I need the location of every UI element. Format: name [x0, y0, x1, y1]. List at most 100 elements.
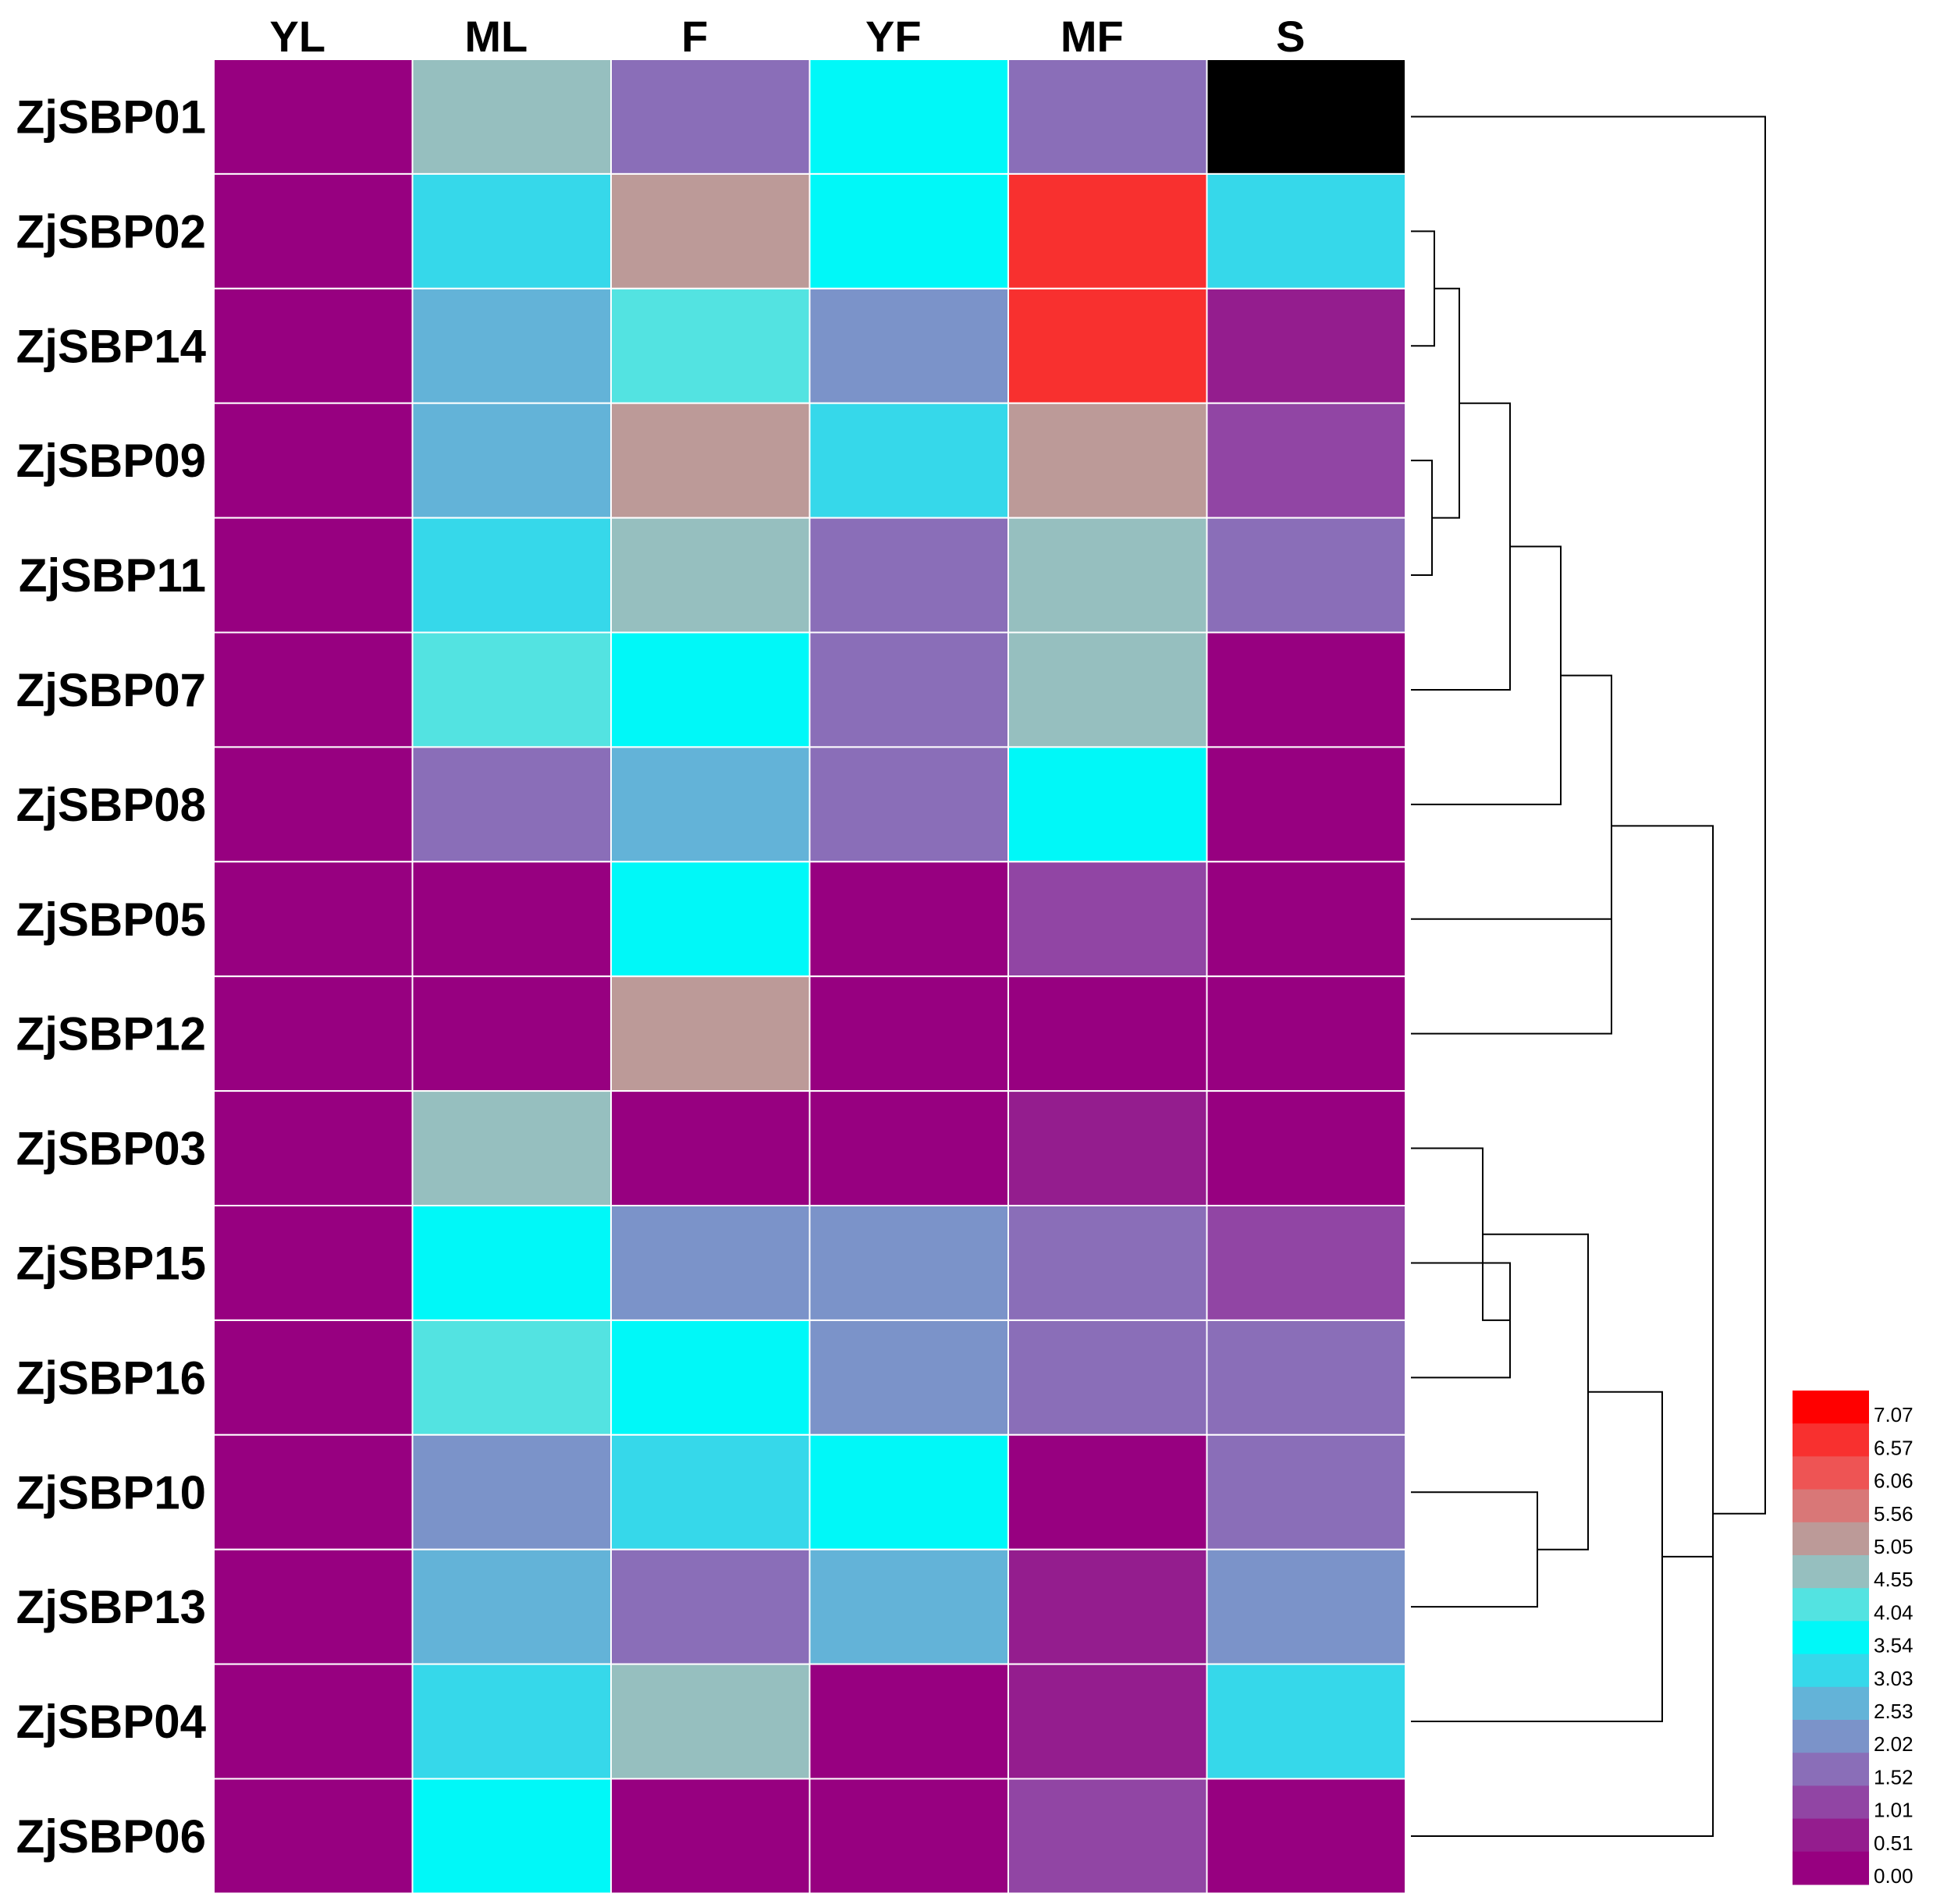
heatmap-cell-ZjSBP06-MF: [1007, 1778, 1208, 1895]
heatmap-cell-ZjSBP04-ML: [411, 1663, 612, 1780]
dendrogram-branch: [1611, 825, 1714, 1558]
heatmap-cell-ZjSBP11-YF: [808, 517, 1009, 634]
row-label: ZjSBP06: [16, 1810, 206, 1863]
dendrogram-branch: [1411, 545, 1562, 805]
column-label: F: [681, 12, 708, 61]
row-label: ZjSBP01: [16, 91, 206, 143]
legend-swatch: [1793, 1423, 1869, 1457]
legend-label: 0.51: [1874, 1831, 1913, 1855]
heatmap-cell-ZjSBP12-YL: [213, 975, 414, 1092]
heatmap-cell-ZjSBP12-S: [1206, 975, 1406, 1092]
legend-swatch: [1793, 1522, 1869, 1556]
row-dendrogram: [1411, 115, 1766, 1837]
heatmap-cell-ZjSBP02-F: [610, 172, 811, 290]
heatmap-cell-ZjSBP03-YF: [808, 1090, 1009, 1206]
row-label: ZjSBP13: [16, 1581, 206, 1633]
legend-label: 1.01: [1874, 1799, 1913, 1822]
heatmap-cell-ZjSBP09-F: [610, 402, 811, 519]
row-label: ZjSBP03: [16, 1123, 206, 1175]
heatmap-cell-ZjSBP10-YF: [808, 1433, 1009, 1551]
legend-swatch: [1793, 1555, 1869, 1589]
heatmap-cell-ZjSBP01-YL: [213, 59, 414, 175]
row-label: ZjSBP16: [16, 1352, 206, 1404]
heatmap-cells: [213, 59, 1406, 1895]
heatmap-cell-ZjSBP04-F: [610, 1663, 811, 1780]
heatmap-cell-ZjSBP01-YF: [808, 59, 1009, 175]
row-label: ZjSBP08: [16, 779, 206, 831]
column-label: ML: [464, 12, 528, 61]
heatmap-cell-ZjSBP03-MF: [1007, 1090, 1208, 1206]
heatmap-cell-ZjSBP14-MF: [1007, 287, 1208, 404]
heatmap-cell-ZjSBP14-ML: [411, 287, 612, 404]
heatmap-cell-ZjSBP12-ML: [411, 975, 612, 1092]
heatmap-cell-ZjSBP01-S: [1206, 59, 1406, 175]
heatmap-cell-ZjSBP16-YL: [213, 1319, 414, 1436]
legend-swatch: [1793, 1686, 1869, 1721]
heatmap-cell-ZjSBP11-YL: [213, 517, 414, 634]
legend-swatch: [1793, 1753, 1869, 1786]
dendrogram-branch: [1411, 115, 1766, 1515]
heatmap-cell-ZjSBP16-MF: [1007, 1319, 1208, 1436]
row-label: ZjSBP11: [19, 549, 206, 602]
legend-label: 1.52: [1874, 1765, 1913, 1789]
heatmap-cell-ZjSBP10-ML: [411, 1433, 612, 1551]
heatmap-cell-ZjSBP06-ML: [411, 1778, 612, 1895]
heatmap-cell-ZjSBP15-MF: [1007, 1205, 1208, 1321]
row-label: ZjSBP02: [16, 205, 206, 258]
heatmap-cell-ZjSBP09-S: [1206, 402, 1406, 519]
heatmap-cell-ZjSBP13-MF: [1007, 1548, 1208, 1665]
heatmap-cell-ZjSBP14-YF: [808, 287, 1009, 404]
heatmap-cell-ZjSBP01-ML: [411, 59, 612, 175]
dendrogram-branch: [1411, 460, 1433, 577]
row-label: ZjSBP07: [16, 664, 206, 716]
heatmap-cell-ZjSBP10-YL: [213, 1433, 414, 1551]
heatmap-cell-ZjSBP13-S: [1206, 1548, 1406, 1665]
heatmap-cell-ZjSBP06-S: [1206, 1778, 1406, 1895]
heatmap-cell-ZjSBP09-MF: [1007, 402, 1208, 519]
heatmap-cell-ZjSBP03-ML: [411, 1090, 612, 1206]
heatmap-cell-ZjSBP12-MF: [1007, 975, 1208, 1092]
column-label: YF: [865, 12, 922, 61]
heatmap-cell-ZjSBP05-MF: [1007, 861, 1208, 978]
legend-label: 4.55: [1874, 1568, 1913, 1591]
heatmap-cell-ZjSBP08-S: [1206, 746, 1406, 863]
heatmap-cell-ZjSBP03-F: [610, 1090, 811, 1206]
heatmap-cell-ZjSBP06-YF: [808, 1778, 1009, 1895]
heatmap-cell-ZjSBP02-YL: [213, 172, 414, 290]
heatmap-cell-ZjSBP02-ML: [411, 172, 612, 290]
heatmap-cell-ZjSBP16-ML: [411, 1319, 612, 1436]
heatmap-cell-ZjSBP05-F: [610, 861, 811, 978]
dendrogram-branch: [1411, 402, 1511, 691]
heatmap-cell-ZjSBP13-F: [610, 1548, 811, 1665]
legend-swatch: [1793, 1851, 1869, 1885]
row-label: ZjSBP14: [16, 320, 207, 372]
heatmap-cell-ZjSBP04-MF: [1007, 1663, 1208, 1780]
heatmap-cell-ZjSBP15-YF: [808, 1205, 1009, 1321]
heatmap-cell-ZjSBP07-S: [1206, 631, 1406, 748]
heatmap-cell-ZjSBP01-MF: [1007, 59, 1208, 175]
legend-swatch: [1793, 1489, 1869, 1523]
heatmap-cell-ZjSBP15-YL: [213, 1205, 414, 1321]
row-label: ZjSBP09: [16, 435, 206, 487]
legend-swatch: [1793, 1391, 1869, 1424]
heatmap-cell-ZjSBP16-F: [610, 1319, 811, 1436]
column-label: MF: [1061, 12, 1124, 61]
legend-label: 2.53: [1874, 1700, 1913, 1723]
legend-swatch: [1793, 1785, 1869, 1820]
heatmap-cell-ZjSBP07-YF: [808, 631, 1009, 748]
heatmap-cell-ZjSBP02-S: [1206, 172, 1406, 290]
heatmap-cell-ZjSBP07-F: [610, 631, 811, 748]
legend-label: 3.54: [1874, 1634, 1913, 1657]
heatmap-cell-ZjSBP08-YL: [213, 746, 414, 863]
dendrogram-branch: [1411, 918, 1612, 1035]
heatmap-cell-ZjSBP09-YL: [213, 402, 414, 519]
legend-label: 7.07: [1874, 1403, 1913, 1426]
dendrogram-branch: [1432, 287, 1460, 519]
heatmap-cell-ZjSBP15-F: [610, 1205, 811, 1321]
heatmap-cell-ZjSBP10-F: [610, 1433, 811, 1551]
row-label: ZjSBP05: [16, 893, 206, 946]
row-label: ZjSBP15: [16, 1237, 206, 1289]
heatmap-cell-ZjSBP16-S: [1206, 1319, 1406, 1436]
legend-swatch: [1793, 1588, 1869, 1622]
